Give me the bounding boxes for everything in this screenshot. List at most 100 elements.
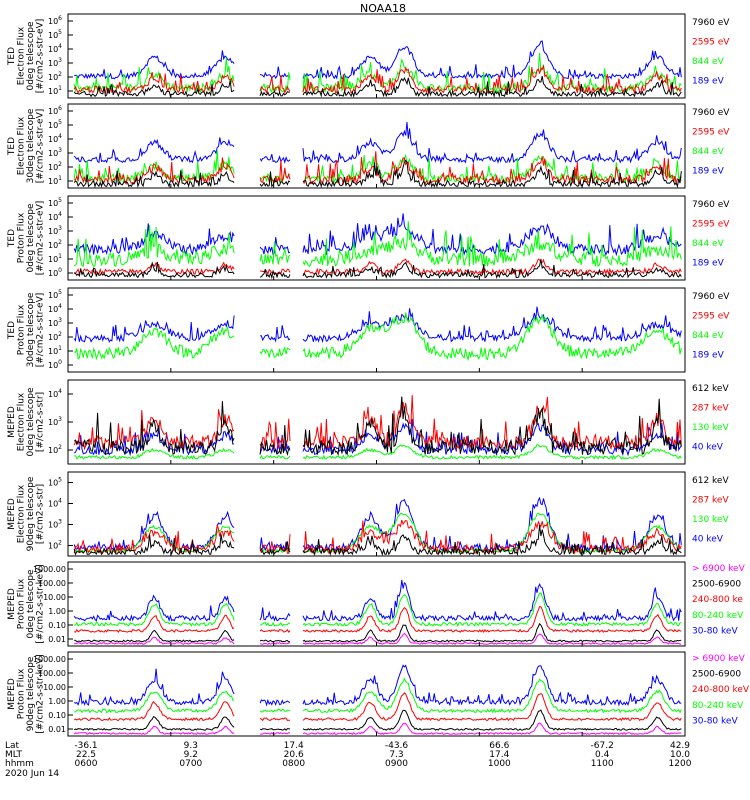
legend-entry: 287 keV — [692, 404, 729, 414]
y-tick-label: 104 — [48, 498, 62, 509]
x-mlt-label: 17.4 — [489, 750, 509, 760]
series-group — [73, 395, 682, 461]
x-axis-labels: LatMLThhmm-36.122.506009.39.2070017.420.… — [5, 741, 692, 779]
legend-entry: 189 eV — [692, 259, 725, 269]
legend-entry: 287 keV — [692, 496, 729, 506]
y-tick-label: 103 — [48, 147, 62, 158]
y-tick-label: 102 — [48, 161, 62, 172]
series-2 — [74, 312, 682, 362]
legend-entry: 189 eV — [692, 351, 725, 361]
x-lat-label: -67.2 — [591, 741, 614, 751]
legend-entry: 7960 eV — [692, 292, 730, 302]
series-2 — [74, 443, 682, 461]
series-3 — [73, 692, 682, 722]
panel-frame — [67, 287, 686, 373]
series-group — [73, 579, 682, 646]
x-mlt-label: 10.0 — [670, 750, 690, 760]
legend-entry: 2595 eV — [692, 38, 730, 48]
legend-entry: 80-240 keV — [692, 611, 744, 621]
y-tick-label: 1000.00 — [33, 565, 66, 574]
x-time-label: 0800 — [282, 759, 305, 769]
y-axis-label: TEDElectron Flux30deg telescope[#/cm2-s-… — [7, 108, 46, 183]
series-5 — [74, 632, 682, 646]
y-tick-label: 10.00 — [43, 683, 66, 692]
y-tick-label: 0.01 — [48, 635, 66, 644]
y-axis-label: MEPEDProton Flux90deg telescope[#/cm2-s-… — [7, 654, 46, 733]
series-2 — [73, 592, 682, 628]
y-tick-label: 105 — [48, 289, 62, 300]
y-tick-label: 1.00 — [48, 697, 66, 706]
series-1 — [74, 40, 682, 80]
x-time-label: 0600 — [75, 759, 98, 769]
x-mlt-label: 0.4 — [595, 750, 610, 760]
x-row-label: Lat — [5, 741, 20, 751]
x-mlt-label: 9.2 — [184, 750, 198, 760]
panel-frame — [67, 651, 686, 737]
x-mlt-label: 20.6 — [284, 750, 304, 760]
legend-entry: 844 eV — [692, 239, 725, 249]
x-lat-label: 9.3 — [184, 741, 198, 751]
y-tick-label: 100.00 — [38, 669, 66, 678]
x-lat-label: 42.9 — [670, 741, 690, 751]
y-tick-label: 105 — [48, 197, 62, 208]
legend-entry: > 6900 keV — [692, 564, 746, 574]
y-axis-label: MEPEDElectron Flux0deg telescope[#/cm2-s… — [7, 387, 46, 457]
y-tick-label: 105 — [48, 29, 62, 40]
series-4 — [73, 159, 682, 189]
x-time-label: 1200 — [669, 759, 692, 769]
legend-entry: 189 eV — [692, 167, 725, 177]
y-tick-label: 100 — [48, 267, 62, 278]
legend-entry: 7960 eV — [692, 108, 730, 118]
legend-entry: 240-800 keV — [692, 685, 750, 695]
series-4 — [73, 75, 682, 98]
y-tick-label: 1000.00 — [33, 655, 66, 664]
x-mlt-label: 22.5 — [76, 750, 96, 760]
y-tick-label: 102 — [48, 444, 62, 455]
y-tick-label: 104 — [48, 388, 62, 399]
legend-entry: 612 keV — [692, 384, 729, 394]
y-tick-label: 10.00 — [43, 593, 66, 602]
series-group — [73, 40, 682, 98]
series-2 — [74, 677, 682, 714]
legend-entry: 80-240 keV — [692, 701, 744, 711]
y-tick-label: 103 — [48, 57, 62, 68]
series-4 — [73, 396, 682, 457]
y-axis-label: TEDProton Flux30deg telescope[#/cm2-s-st… — [7, 292, 46, 367]
series-1 — [73, 579, 682, 623]
series-1 — [73, 122, 682, 165]
series-1 — [73, 306, 682, 344]
series-group — [73, 306, 682, 362]
y-tick-label: 0.10 — [48, 621, 66, 630]
legend-entry: 612 keV — [692, 476, 729, 486]
legend-entry: 844 eV — [692, 331, 725, 341]
legend-entry: 2595 eV — [692, 220, 730, 230]
legend-entry: > 6900 keV — [692, 654, 746, 664]
legend-entry: 2595 eV — [692, 312, 730, 322]
y-tick-label: 100.00 — [38, 579, 66, 588]
panel-frame — [67, 13, 686, 99]
y-tick-label: 103 — [48, 225, 62, 236]
y-axis-label: TEDProton Flux0deg telescope[#/cm2-s-str… — [7, 201, 46, 276]
legend-entry: 2500-6900 — [692, 670, 741, 680]
y-tick-label: 102 — [48, 540, 62, 551]
legend-entry: 30-80 keV — [692, 626, 738, 636]
y-tick-label: 100 — [48, 359, 62, 370]
y-tick-label: 0.01 — [48, 725, 66, 734]
panel-frame — [67, 561, 686, 647]
x-time-label: 1100 — [591, 759, 614, 769]
chart-title: NOAA18 — [360, 2, 406, 15]
legend-entry: 2595 eV — [692, 128, 730, 138]
legend-entry: 40 keV — [692, 443, 724, 453]
legend-entry: 7960 eV — [692, 200, 730, 210]
legend-entry: 2500-6900 — [692, 580, 741, 590]
y-tick-label: 104 — [48, 303, 62, 314]
x-lat-label: 17.4 — [284, 741, 304, 751]
legend-entry: 7960 eV — [692, 18, 730, 28]
x-lat-label: 66.6 — [489, 741, 509, 751]
y-tick-label: 104 — [48, 43, 62, 54]
